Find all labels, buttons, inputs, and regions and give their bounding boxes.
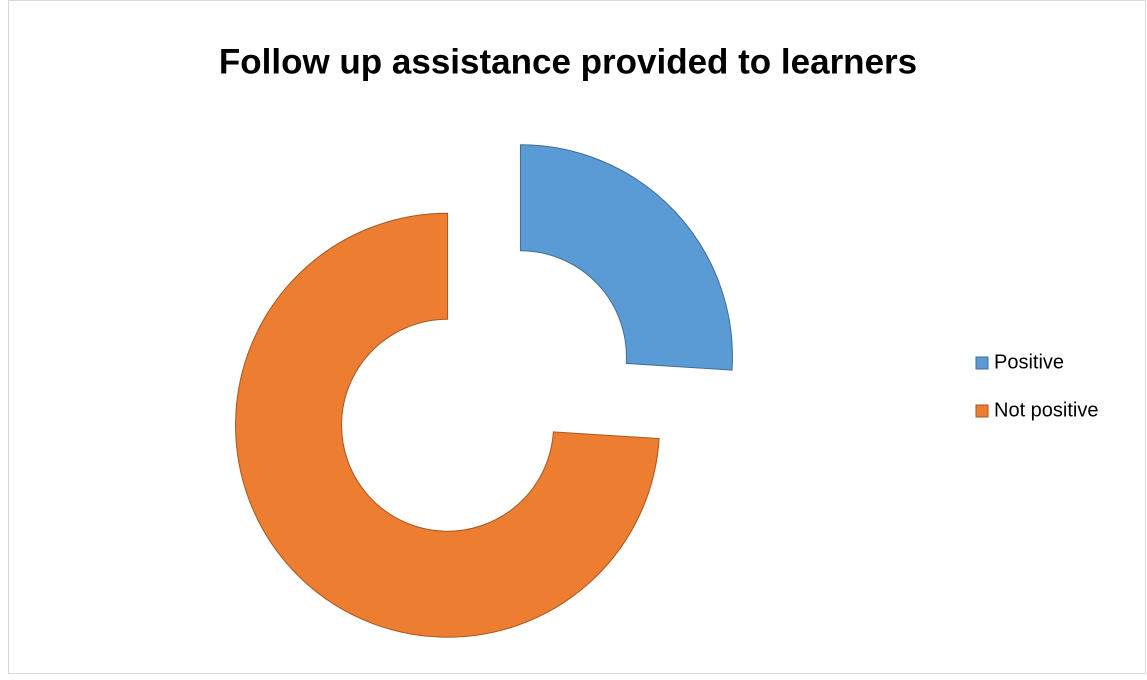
donut-slice — [519, 144, 733, 371]
chart-title: Follow up assistance provided to learner… — [219, 42, 917, 81]
legend: Positive Not positive — [975, 351, 1099, 421]
legend-swatch — [975, 404, 989, 418]
legend-label: Not positive — [994, 399, 1099, 421]
legend-swatch — [975, 356, 989, 370]
plot-area — [235, 144, 733, 638]
donut-slice — [235, 212, 660, 638]
legend-label: Positive — [994, 351, 1064, 373]
